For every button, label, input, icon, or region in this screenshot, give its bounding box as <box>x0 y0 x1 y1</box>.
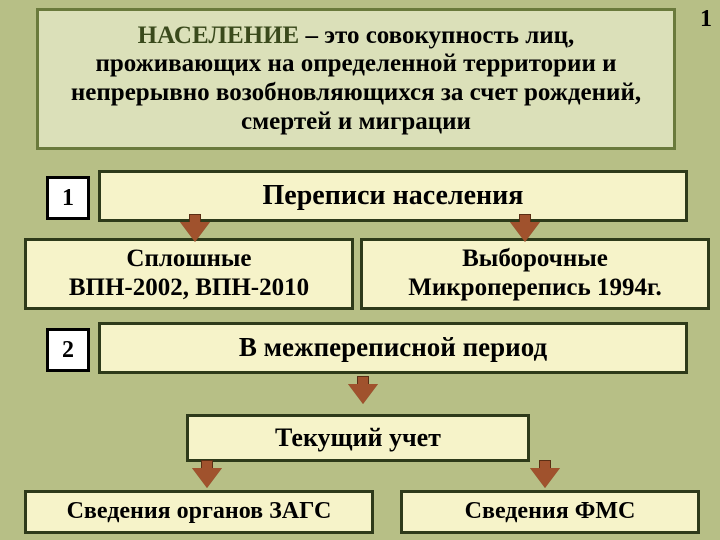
box-selective-line2: Микроперепись 1994г. <box>408 274 661 303</box>
box-selective-text: Выборочные Микроперепись 1994г. <box>408 245 661 303</box>
box-intercensus: В межпереписной период <box>98 322 688 374</box>
box-fms: Сведения ФМС <box>400 490 700 534</box>
badge-2: 2 <box>46 328 90 372</box>
box-zags: Сведения органов ЗАГС <box>24 490 374 534</box>
box-continuous-text: Сплошные ВПН-2002, ВПН-2010 <box>69 245 309 303</box>
box-current-accounting-label: Текущий учет <box>275 423 441 453</box>
page-number: 1 <box>700 6 712 33</box>
box-continuous-line1: Сплошные <box>69 245 309 274</box>
box-selective-line1: Выборочные <box>408 245 661 274</box>
definition-term: НАСЕЛЕНИЕ <box>138 22 300 49</box>
box-fms-label: Сведения ФМС <box>465 498 636 526</box>
box-selective: Выборочные Микроперепись 1994г. <box>360 238 710 310</box>
definition-box: НАСЕЛЕНИЕ – это совокупность лиц, прожив… <box>36 8 676 150</box>
badge-1: 1 <box>46 176 90 220</box>
box-continuous: Сплошные ВПН-2002, ВПН-2010 <box>24 238 354 310</box>
box-census: Переписи населения <box>98 170 688 222</box>
box-current-accounting: Текущий учет <box>186 414 530 462</box>
definition-text: НАСЕЛЕНИЕ – это совокупность лиц, прожив… <box>57 22 655 137</box>
box-continuous-line2: ВПН-2002, ВПН-2010 <box>69 274 309 303</box>
box-zags-label: Сведения органов ЗАГС <box>67 498 332 526</box>
box-census-label: Переписи населения <box>263 180 524 212</box>
box-intercensus-label: В межпереписной период <box>239 332 547 363</box>
